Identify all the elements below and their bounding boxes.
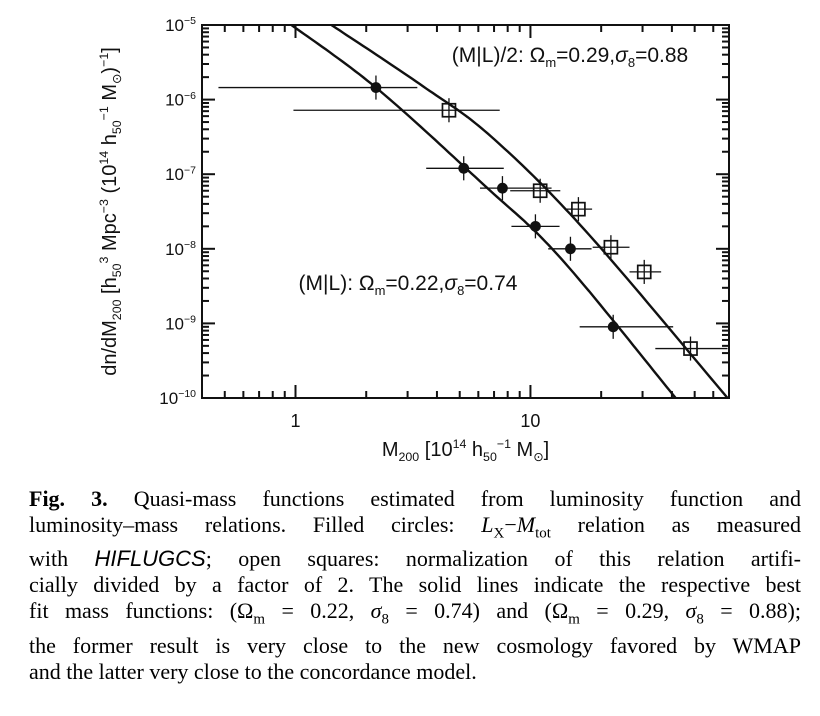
caption-line: Fig. 3. Quasi-mass functions estimated f… (29, 486, 801, 512)
caption-text-segment: 8 (696, 611, 704, 628)
fit-curve-mil2 (329, 25, 729, 398)
caption-line: the former result is very close to the n… (29, 633, 801, 659)
y-axis-title: dn/dM200 [h503 Mpc−3 (1014 h50−1 M⊙)−1] (97, 47, 124, 376)
caption-line: with HIFLUGCS; open squares: normalizati… (29, 546, 801, 572)
x-axis-title: M200 [1014 h50−1 M⊙] (382, 437, 549, 464)
y-tick-label: 10−10 (159, 388, 196, 408)
caption-text-segment: HIFLUGCS (94, 546, 206, 572)
caption-text-segment: 8 (381, 611, 389, 628)
series-open-squares (293, 98, 728, 361)
caption-text-segment: relation as measured (550, 512, 802, 537)
data-point-circle (607, 321, 619, 333)
data-point-circle (497, 182, 508, 194)
x-tick-label: 10 (520, 411, 540, 431)
caption-text-segment: tot (535, 525, 551, 542)
fit-curve-mil (289, 25, 677, 398)
caption-text-segment: = 0.88); (703, 598, 801, 624)
annotation-mil2: (M|L)/2: Ωm=0.29,σ8=0.88 (452, 44, 688, 70)
caption-text-segment: m (253, 611, 266, 628)
data-point-circle (565, 243, 576, 255)
caption-text-segment: with (29, 546, 95, 572)
caption-text-segment: Fig. 3. (29, 486, 108, 511)
caption-text-segment: σ (370, 598, 382, 624)
data-point-square (571, 201, 586, 217)
data-point-square (532, 183, 548, 199)
caption-text-segment: cially divided by a factor of 2. The sol… (29, 572, 801, 598)
caption-line: fit mass functions: (Ωm = 0.22, σ8 = 0.7… (29, 598, 801, 632)
figure-caption: Fig. 3. Quasi-mass functions estimated f… (29, 486, 801, 685)
plot-frame (201, 24, 730, 399)
fit-curves (289, 25, 729, 398)
figure-panel: 1 10 10−5 10−6 10−7 10−8 10−9 10−10 M200 [1014 h… (97, 15, 730, 464)
y-tick-label: 10−5 (165, 15, 196, 35)
caption-text-segment: − (504, 512, 517, 537)
caption-text-segment: σ (685, 598, 697, 624)
x-tick-label: 1 (290, 411, 300, 431)
mass-function-plot: 1 10 10−5 10−6 10−7 10−8 10−9 10−10 M200 [1014 h… (97, 15, 730, 464)
annotation-mil: (M|L): Ωm=0.22,σ8=0.74 (299, 272, 518, 298)
data-point-circle (458, 162, 470, 174)
y-tick-label: 10−6 (165, 90, 196, 110)
caption-text-segment: = 0.29, (579, 598, 686, 624)
y-tick-label: 10−7 (165, 164, 196, 184)
caption-line: cially divided by a factor of 2. The sol… (29, 572, 801, 598)
caption-text-segment: and the latter very close to the concord… (29, 658, 477, 684)
axis-ticks (203, 24, 728, 399)
data-point-circle (370, 82, 382, 93)
y-tick-label: 10−9 (165, 314, 196, 334)
caption-text-segment: m (568, 611, 580, 628)
data-point-square (636, 264, 652, 280)
caption-line: luminosity–mass relations. Filled circle… (29, 512, 801, 546)
y-tick-label: 10−8 (165, 239, 196, 259)
data-point-square (603, 239, 619, 255)
caption-text-segment: luminosity–mass relations. Filled circle… (29, 512, 482, 537)
caption-text-segment: M (516, 512, 536, 537)
data-point-square (441, 102, 457, 118)
caption-text-segment: fit mass functions: (Ω (29, 598, 254, 624)
data-point-circle (530, 220, 541, 232)
caption-text-segment: = 0.74) and (Ω (388, 598, 569, 624)
caption-line: and the latter very close to the concord… (29, 659, 801, 685)
caption-text-segment: X (493, 525, 505, 542)
caption-text-segment: Quasi-mass functions estimated from lumi… (107, 486, 801, 511)
series-filled-circles (218, 75, 674, 339)
caption-text-segment: the former result is very close to the n… (29, 632, 801, 658)
data-point-square (683, 341, 698, 356)
caption-text-segment: = 0.22, (265, 598, 371, 624)
caption-text-segment: L (481, 512, 494, 537)
caption-text-segment: ; open squares: normalization of this re… (205, 546, 801, 572)
